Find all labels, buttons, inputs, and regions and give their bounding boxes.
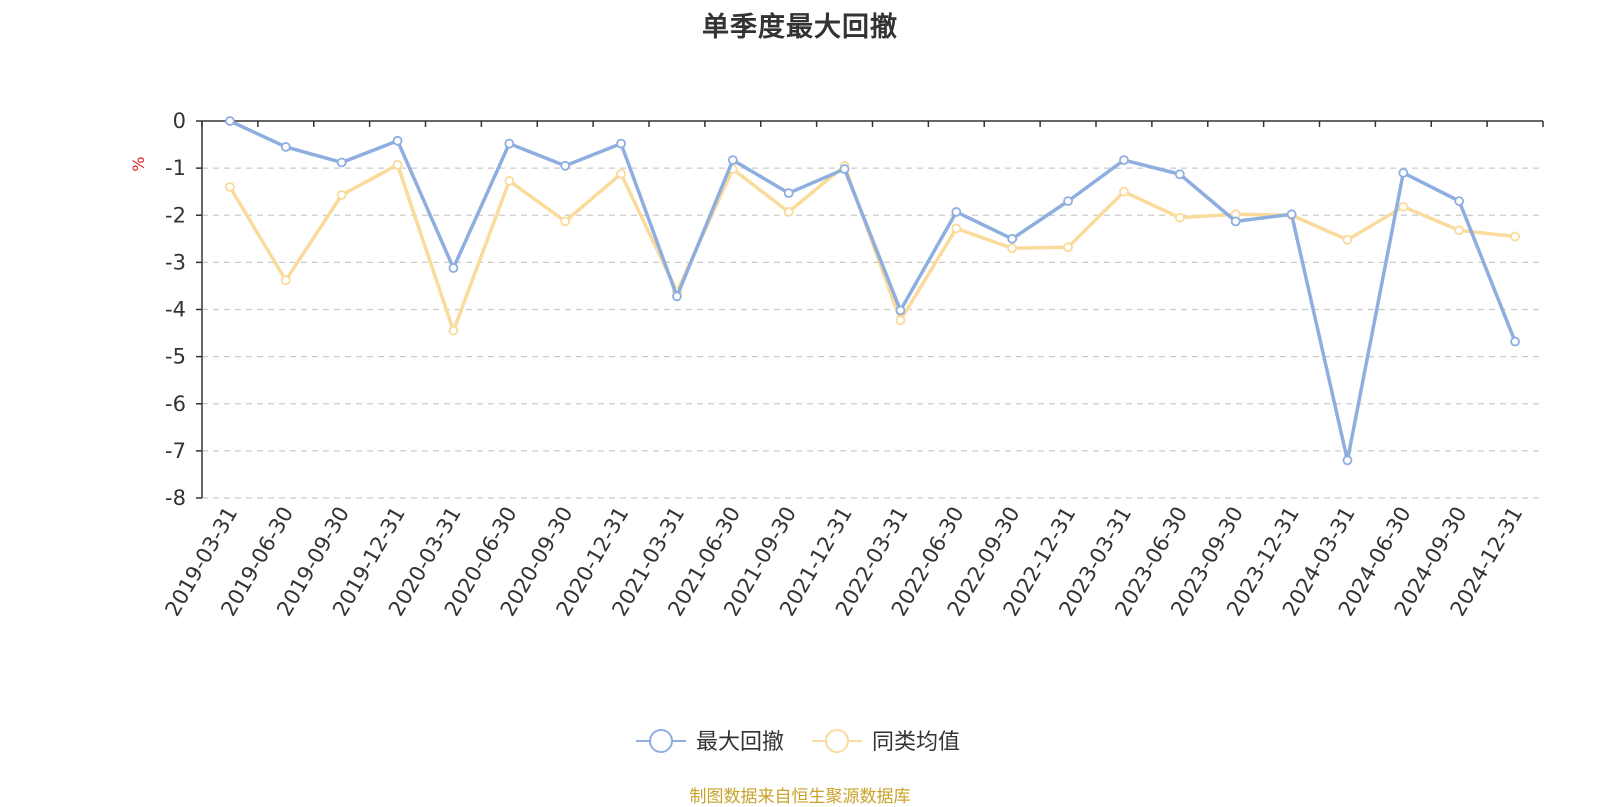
data-point	[616, 138, 626, 149]
data-point	[1119, 155, 1129, 166]
data-point	[1510, 231, 1520, 242]
data-point	[280, 142, 291, 152]
y-tick-label: -6	[165, 392, 186, 416]
series-line	[228, 163, 1516, 333]
y-tick-label: 0	[173, 109, 186, 133]
legend-label: 同类均值	[872, 730, 960, 755]
data-point	[672, 291, 682, 302]
data-point	[392, 159, 403, 170]
series-layer	[225, 116, 1520, 466]
data-point	[1007, 233, 1018, 244]
data-point	[1286, 209, 1297, 220]
y-tick-label: -1	[165, 156, 186, 180]
y-tick-label: -8	[165, 486, 186, 510]
data-point	[1510, 336, 1520, 347]
data-point	[336, 157, 347, 168]
grid-lines	[202, 167, 1543, 499]
series-2	[225, 159, 1520, 336]
data-point	[504, 138, 515, 149]
data-point	[1342, 234, 1353, 245]
data-point	[1119, 186, 1129, 197]
x-axis: 2019-03-312019-06-302019-09-302019-12-31…	[160, 120, 1544, 620]
data-point	[839, 164, 850, 174]
y-tick-label: -3	[165, 250, 186, 274]
data-point	[783, 207, 794, 217]
data-point	[895, 305, 906, 316]
data-point	[1230, 216, 1241, 227]
data-point	[895, 315, 906, 326]
data-point	[560, 160, 571, 171]
data-point	[448, 325, 459, 336]
data-point	[560, 216, 571, 227]
y-tick-label: -7	[165, 439, 186, 463]
data-point	[951, 223, 962, 234]
data-point	[727, 155, 738, 166]
series-1	[225, 116, 1520, 466]
data-point	[1398, 167, 1409, 178]
data-point	[448, 263, 459, 273]
series-line	[229, 119, 1517, 463]
legend: 最大回撤 同类均值	[636, 729, 960, 755]
legend-marker-icon	[649, 729, 673, 753]
data-point	[1063, 242, 1073, 253]
data-point	[1398, 201, 1409, 212]
legend-item-2[interactable]: 同类均值	[812, 729, 960, 755]
chart-title: 单季度最大回撤	[702, 12, 898, 43]
y-axis: 0 -1 -2 -3 -4 -5 -6 -7 -8%	[129, 109, 203, 510]
y-axis-label: %	[129, 157, 148, 172]
data-point	[1174, 169, 1185, 180]
data-point	[504, 175, 515, 186]
data-point	[1342, 455, 1353, 466]
data-point	[1174, 212, 1185, 223]
data-point	[392, 135, 403, 146]
source-footnote: 制图数据来自恒生聚源数据库	[689, 787, 911, 807]
y-tick-label: -2	[165, 203, 186, 227]
y-tick-label: -4	[165, 298, 186, 322]
data-point	[783, 188, 794, 199]
data-point	[1454, 196, 1465, 207]
data-point	[336, 190, 347, 200]
y-tick-label: -5	[165, 345, 186, 369]
data-point	[1007, 243, 1018, 254]
data-point	[616, 168, 626, 179]
data-point	[1454, 225, 1465, 236]
legend-label: 最大回撤	[696, 730, 784, 755]
legend-item-1[interactable]: 最大回撤	[636, 729, 784, 755]
data-point	[225, 182, 235, 192]
data-point	[225, 116, 235, 126]
legend-marker-icon	[825, 729, 849, 753]
data-point	[280, 275, 291, 286]
data-point	[951, 207, 962, 217]
data-point	[1063, 196, 1073, 207]
